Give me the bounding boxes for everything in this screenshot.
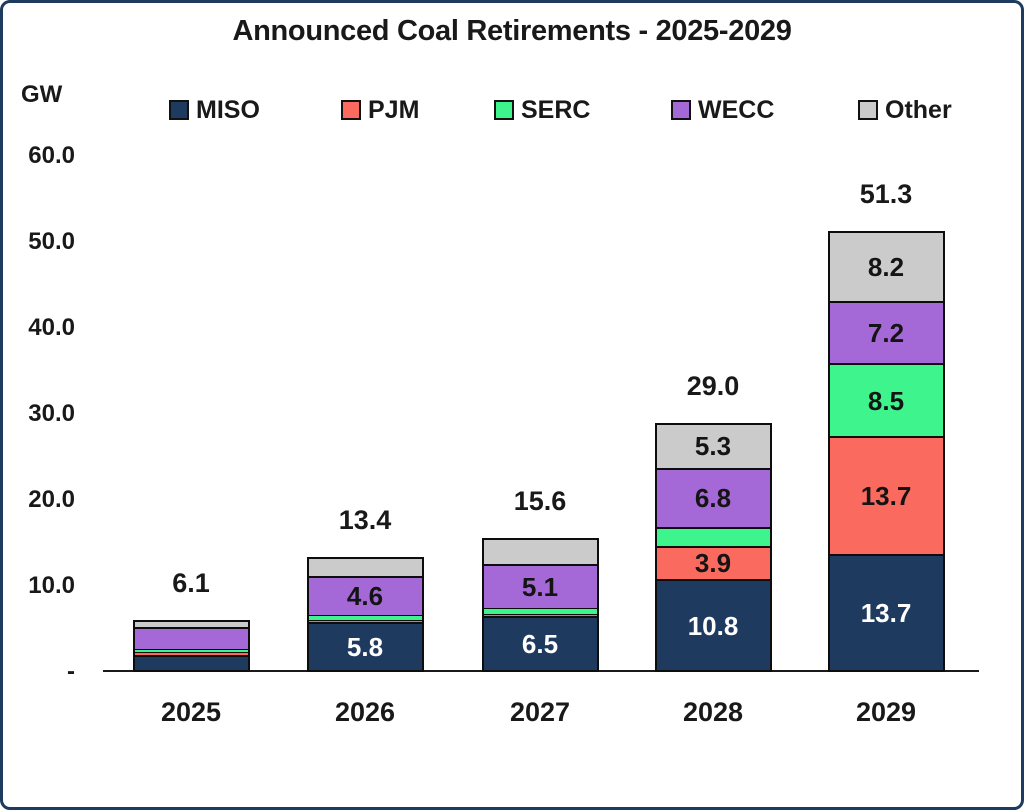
bar-segment-wecc-2026: 4.6 [306, 575, 424, 616]
bar-segment-serc-2029: 8.5 [827, 363, 945, 437]
y-tick-label-zero: - [67, 658, 75, 685]
legend-swatch-wecc-icon [671, 100, 691, 120]
y-tick-label-60: 60.0 [28, 142, 75, 169]
bar-segment-miso-2025 [132, 654, 250, 672]
bar-segment-wecc-2028: 6.8 [654, 468, 772, 527]
x-label-2028: 2028 [682, 697, 744, 727]
segment-value-label-miso-2026: 5.8 [346, 632, 384, 663]
x-label-2029: 2029 [855, 697, 917, 727]
legend-swatch-serc-icon [494, 100, 514, 120]
bar-segment-other-2026 [306, 556, 424, 576]
bar-segment-serc-2028 [654, 526, 772, 546]
bar-segment-pjm-2027 [481, 613, 599, 617]
legend-item-wecc: WECC [671, 96, 774, 124]
bar-segment-other-2025 [132, 619, 250, 628]
bar-segment-serc-2026 [306, 615, 424, 620]
legend-label-pjm: PJM [368, 96, 420, 124]
bar-segment-wecc-2025 [132, 627, 250, 649]
bar-total-label-2029: 51.3 [859, 178, 913, 209]
bar-segment-miso-2027: 6.5 [481, 616, 599, 672]
legend-label-miso: MISO [196, 96, 260, 124]
y-tick-label-10: 10.0 [28, 572, 75, 599]
bar-segment-pjm-2028: 3.9 [654, 545, 772, 580]
legend-label-other: Other [885, 96, 952, 124]
legend-item-serc: SERC [494, 96, 590, 124]
segment-value-label-other-2029: 8.2 [867, 252, 905, 283]
bar-total-label-2027: 15.6 [513, 485, 567, 516]
x-label-2026: 2026 [334, 697, 396, 727]
legend-swatch-miso-icon [169, 100, 189, 120]
bar-segment-pjm-2029: 13.7 [827, 436, 945, 555]
bar-segment-serc-2027 [481, 607, 599, 614]
chart-plot-area: 6.1 5.8 4.6 13.4 6.5 5.1 15.6 10.8 3.9 6.8 5.3 29.0… [3, 3, 1021, 807]
y-tick-label-30: 30.0 [28, 400, 75, 427]
y-tick-label-50: 50.0 [28, 228, 75, 255]
y-axis-unit-label: GW [21, 81, 63, 108]
bar-segment-other-2028: 5.3 [654, 422, 772, 469]
y-tick-label-40: 40.0 [28, 314, 75, 341]
segment-value-label-miso-2028: 10.8 [687, 610, 739, 641]
segment-value-label-wecc-2028: 6.8 [694, 483, 732, 514]
segment-value-label-serc-2029: 8.5 [867, 385, 905, 416]
segment-value-label-miso-2029: 13.7 [860, 598, 912, 629]
bar-segment-serc-2025 [132, 648, 250, 653]
segment-value-label-miso-2027: 6.5 [521, 629, 559, 660]
legend-item-miso: MISO [169, 96, 260, 124]
legend-label-wecc: WECC [698, 96, 775, 124]
segment-value-label-wecc-2026: 4.6 [346, 581, 384, 612]
bar-segment-pjm-2026 [306, 619, 424, 623]
segment-value-label-pjm-2029: 13.7 [860, 481, 912, 512]
bar-segment-miso-2026: 5.8 [306, 622, 424, 672]
bar-segment-wecc-2029: 7.2 [827, 301, 945, 364]
bar-segment-miso-2028: 10.8 [654, 579, 772, 672]
chart-title: Announced Coal Retirements - 2025-2029 [232, 15, 792, 47]
legend-item-other: Other [858, 96, 952, 124]
segment-value-label-wecc-2029: 7.2 [867, 318, 905, 349]
bar-segment-other-2027 [481, 537, 599, 564]
legend-label-serc: SERC [521, 96, 591, 124]
bar-segment-miso-2029: 13.7 [827, 554, 945, 672]
y-tick-label-20: 20.0 [28, 486, 75, 513]
bar-total-label-2026: 13.4 [338, 504, 392, 535]
legend-swatch-pjm-icon [341, 100, 361, 120]
bar-segment-other-2029: 8.2 [827, 230, 945, 302]
bar-segment-wecc-2027: 5.1 [481, 563, 599, 608]
x-label-2027: 2027 [509, 697, 571, 727]
bar-segment-pjm-2025 [132, 652, 250, 655]
legend-swatch-other-icon [858, 100, 878, 120]
segment-value-label-pjm-2028: 3.9 [694, 548, 732, 579]
bar-total-label-2028: 29.0 [686, 370, 740, 401]
segment-value-label-wecc-2027: 5.1 [521, 571, 559, 602]
bar-total-label-2025: 6.1 [172, 567, 210, 598]
legend-item-pjm: PJM [341, 96, 419, 124]
segment-value-label-other-2028: 5.3 [694, 431, 732, 462]
x-label-2025: 2025 [160, 697, 222, 727]
